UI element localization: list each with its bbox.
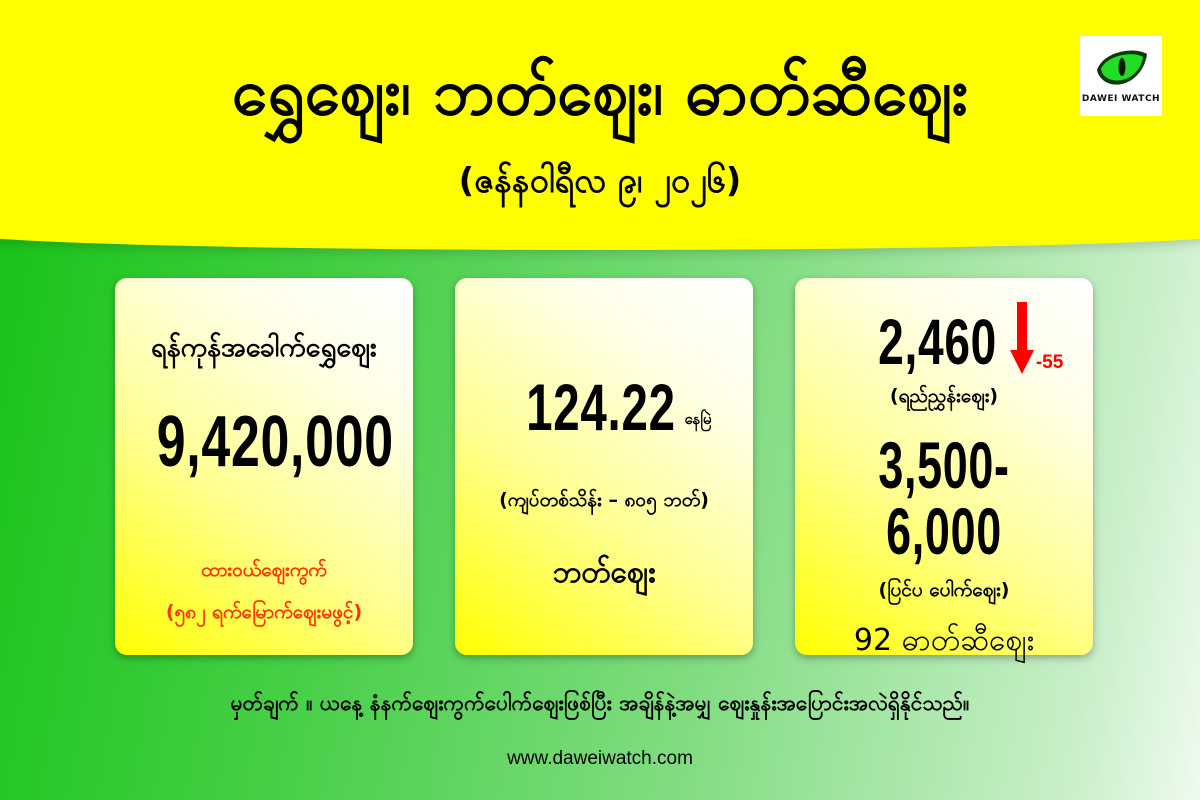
gold-note-days: (၅၈၂ ရက်မြောက်ဈေးမဖွင့်): [165, 601, 363, 623]
gold-price-card: ရန်ကုန်အခေါက်ရွှေဈေး 9,420,000 ထားဝယ်ဈေး…: [115, 278, 413, 655]
fuel-change: -55: [1035, 352, 1064, 373]
baht-value: 124.22: [525, 370, 676, 444]
fuel-ref-label: (ရည်ညွှန်းဈေး): [889, 385, 999, 407]
baht-unit: နေမြဲ: [684, 410, 712, 428]
logo: DAWEI WATCH: [1080, 36, 1162, 116]
fuel-ref-value: 2,460: [877, 306, 997, 378]
fuel-price-card: 2,460 -55 (ရည်ညွှန်းဈေး) 3,500-6,000 (ပြ…: [795, 278, 1093, 658]
website-link[interactable]: www.daweiwatch.com: [507, 748, 693, 769]
eye-icon: [1097, 50, 1147, 85]
logo-text: DAWEI WATCH: [1081, 94, 1161, 104]
header-band: [0, 0, 1200, 250]
baht-label: ဘတ်ဈေး: [552, 555, 656, 590]
footer-note: မှတ်ချက် ။ ယနေ့ နံနက်ဈေးကွက်ပေါက်ဈေးဖြစ်…: [230, 691, 970, 715]
date: (ဇန်နဝါရီလ ၉၊ ၂၀၂၆): [458, 161, 742, 201]
fuel-range-label: (ပြင်ပ ပေါက်ဈေး): [878, 579, 1010, 601]
baht-price-card: 124.22 နေမြဲ (ကျပ်တစ်သိန်း – ၈၀၅ ဘတ်) ဘတ…: [455, 278, 753, 655]
fuel-label: 92 ဓာတ်ဆီဈေး: [853, 623, 1035, 658]
arrow-down-icon: [1009, 302, 1034, 374]
gold-label: ရန်ကုန်အခေါက်ရွှေဈေး: [151, 332, 377, 363]
fuel-range-value: 3,500-6,000: [878, 428, 1010, 568]
page-title: ရွှေဈေး၊ ဘတ်ဈေး၊ ဓာတ်ဆီဈေး: [231, 56, 969, 130]
gold-note-market: ထားဝယ်ဈေးကွက်: [201, 559, 327, 581]
baht-note: (ကျပ်တစ်သိန်း – ၈၀၅ ဘတ်): [499, 489, 709, 511]
gold-value: 9,420,000: [156, 402, 394, 482]
